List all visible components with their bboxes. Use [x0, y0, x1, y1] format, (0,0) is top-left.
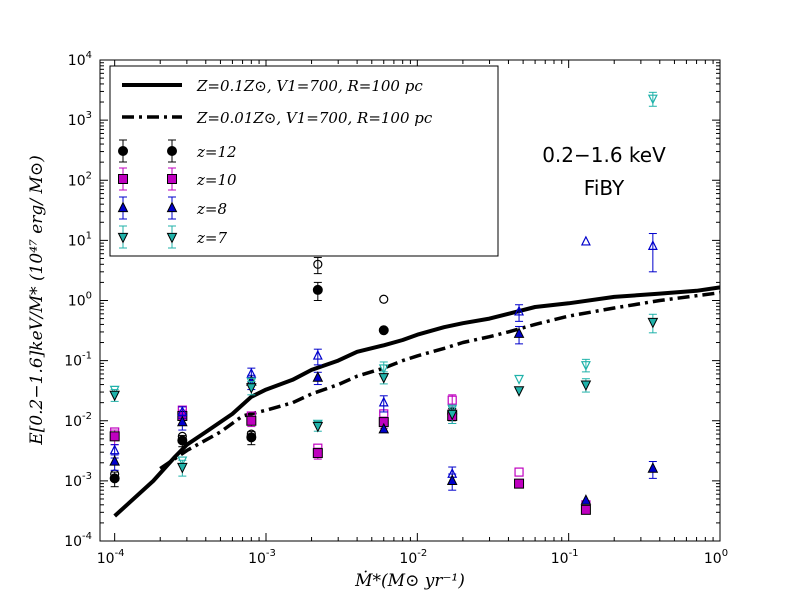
- x-tick-label: 10-3: [248, 548, 276, 567]
- point-z7-open: [447, 404, 458, 415]
- y-tick-label: 10-2: [64, 411, 92, 430]
- y-tick-label: 104: [68, 50, 92, 69]
- legend-label-z10: z=10: [196, 171, 237, 189]
- point-z7-filled: [446, 409, 458, 421]
- point-z7-filled: [647, 317, 659, 329]
- legend-marker-z8: [166, 201, 178, 213]
- point-z12-filled: [312, 284, 323, 295]
- legend-marker-z7: [166, 232, 178, 244]
- annotation-source: FiBY: [584, 176, 625, 200]
- legend-label-dashdot: Z=0.01Z⊙, V1=700, R=100 pc: [196, 109, 433, 127]
- y-axis-title: E[0.2−1.6]keV/M* (10⁴⁷ erg/ M⊙): [27, 155, 47, 445]
- y-tick-label: 103: [68, 110, 92, 129]
- point-z8-filled: [312, 371, 324, 382]
- point-z8-filled: [446, 474, 458, 485]
- point-z8-open: [312, 349, 323, 360]
- annotation-band: 0.2−1.6 keV: [542, 143, 666, 167]
- y-tick-label: 101: [68, 230, 92, 249]
- point-z8-filled: [580, 494, 592, 505]
- point-z7-filled: [246, 383, 257, 394]
- point-z8-open: [514, 305, 525, 316]
- x-tick-label: 10-2: [399, 548, 427, 567]
- legend-marker-z7: [117, 232, 129, 244]
- legend-marker-z12: [167, 146, 177, 156]
- point-z7-filled: [109, 390, 120, 402]
- x-tick-label: 10-1: [551, 548, 579, 567]
- y-tick-label: 100: [68, 291, 92, 310]
- point-z10-filled: [514, 478, 525, 489]
- point-z8-filled: [513, 327, 525, 338]
- point-z8-open: [580, 235, 591, 246]
- point-z7-filled: [378, 373, 390, 384]
- point-z12-filled: [246, 432, 257, 443]
- point-z7-filled: [177, 462, 188, 474]
- point-z10-filled: [109, 431, 120, 442]
- point-z7-filled: [580, 380, 592, 392]
- legend-label-solid: Z=0.1Z⊙, V1=700, R=100 pc: [196, 77, 423, 95]
- model-curve-dashdot: [159, 290, 721, 471]
- point-z12-filled: [109, 473, 120, 484]
- data-points: [109, 91, 659, 515]
- point-z8-open: [647, 240, 658, 251]
- point-z12-open: [313, 259, 323, 269]
- point-z8-open: [378, 396, 389, 407]
- axis-ticks: 10-4 10-3 10-2 10-1 100 10-4 10-3 10-2 10-1 100 10…: [64, 50, 728, 567]
- point-z7-filled: [312, 421, 324, 433]
- legend: Z=0.1Z⊙, V1=700, R=100 pc Z=0.01Z⊙, V1=70…: [109, 65, 499, 257]
- legend-marker-z10: [167, 174, 177, 184]
- point-z7-open: [378, 364, 389, 375]
- model-curves: [113, 285, 721, 518]
- point-z10-open: [514, 467, 524, 477]
- point-z8-open: [177, 405, 188, 416]
- x-tick-label: 100: [704, 548, 728, 567]
- legend-marker-z10: [118, 174, 128, 184]
- legend-label-z7: z=7: [196, 229, 227, 247]
- legend-marker-z8: [117, 201, 129, 213]
- y-tick-label: 102: [68, 170, 92, 189]
- y-tick-label: 10-1: [64, 351, 92, 370]
- point-z10-open: [447, 395, 457, 405]
- point-z8-filled: [177, 415, 188, 427]
- point-z8-open: [109, 444, 120, 455]
- point-z10-filled: [246, 415, 257, 426]
- point-z10-filled: [580, 504, 591, 515]
- point-z7-open: [109, 385, 120, 396]
- model-curve-solid: [113, 285, 721, 518]
- point-z7-open: [580, 361, 591, 372]
- legend-label-z8: z=8: [196, 200, 227, 218]
- legend-box: [109, 65, 499, 257]
- legend-label-z12: z=12: [196, 143, 237, 161]
- legend-marker-z12: [118, 146, 128, 156]
- point-z7-open: [246, 377, 257, 388]
- point-z8-filled: [647, 462, 659, 473]
- point-z7-open: [514, 374, 525, 385]
- point-z12-open: [379, 294, 389, 304]
- point-z7-open: [647, 94, 658, 105]
- point-z10-filled: [312, 448, 323, 459]
- point-z7-open: [177, 456, 188, 467]
- point-z8-filled: [378, 422, 390, 434]
- x-tick-label: 10-4: [97, 548, 125, 567]
- x-axis-title: Ṁ*(M⊙ yr⁻¹): [354, 570, 465, 591]
- y-tick-label: 10-3: [64, 471, 92, 490]
- point-z12-filled: [378, 325, 389, 336]
- y-tick-label: 10-4: [64, 531, 92, 550]
- point-z7-filled: [513, 386, 525, 397]
- point-z12-filled: [177, 435, 188, 446]
- point-z8-filled: [109, 454, 120, 466]
